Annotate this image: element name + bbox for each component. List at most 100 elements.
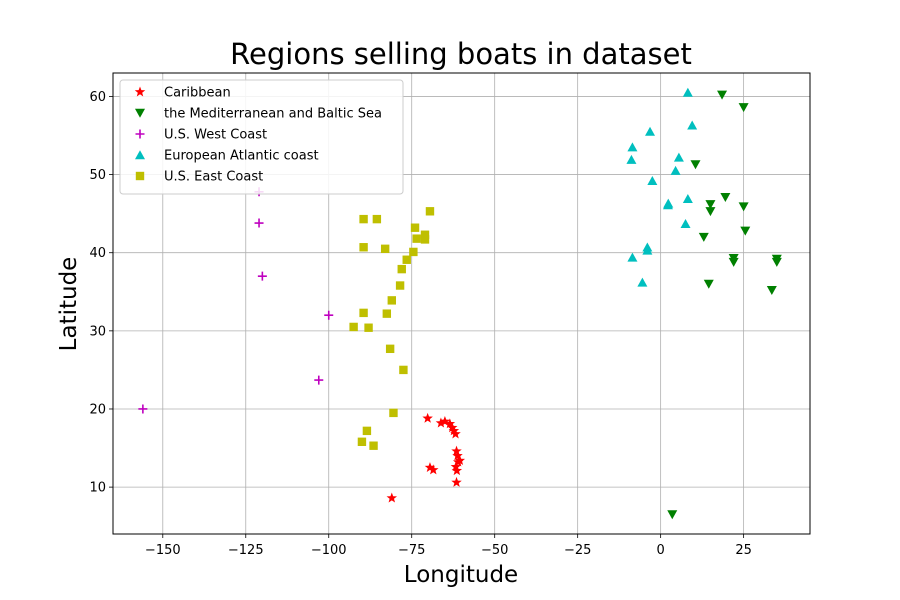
data-points [138, 87, 782, 520]
data-point [428, 464, 439, 475]
data-point [395, 281, 405, 290]
data-point [451, 445, 462, 456]
legend-marker [135, 129, 145, 139]
data-point [690, 160, 701, 170]
series-group [667, 90, 782, 520]
data-point [670, 165, 681, 175]
data-point [626, 154, 637, 164]
data-point [402, 255, 411, 264]
legend-label: U.S. East Coast [164, 170, 263, 185]
y-tick-label: 20 [89, 402, 106, 417]
data-point [738, 103, 749, 113]
data-point [680, 219, 691, 229]
data-point [720, 193, 731, 203]
data-point [705, 200, 716, 210]
data-point [439, 415, 451, 426]
x-tick-label: −75 [398, 543, 425, 558]
data-point [420, 235, 430, 244]
series-group [626, 87, 698, 287]
data-point [389, 408, 398, 418]
legend-marker [135, 108, 145, 118]
data-point [369, 441, 378, 450]
data-point [682, 193, 693, 203]
axis-ticks: −150 −125 −100 −75 −50 −25 0 25 10 20 30 40 50 60 [89, 90, 751, 558]
data-point [451, 465, 463, 476]
data-point [627, 252, 638, 262]
data-point [647, 176, 658, 186]
data-point [397, 264, 406, 274]
y-tick-label: 10 [89, 481, 106, 496]
data-point [771, 257, 782, 267]
x-tick-label: 25 [735, 543, 752, 558]
chart-title: Regions selling boats in dataset [230, 37, 692, 71]
plot-area-frame [112, 72, 811, 535]
data-point [357, 437, 367, 446]
data-point [420, 230, 430, 239]
data-point [637, 277, 648, 287]
data-point [667, 510, 678, 520]
data-point [364, 323, 373, 332]
legend-label: European Atlantic coast [164, 149, 319, 164]
data-point [359, 214, 368, 224]
series-group [386, 412, 466, 503]
data-point [452, 450, 463, 461]
data-point [422, 412, 433, 423]
data-point [435, 417, 447, 428]
data-point [254, 218, 264, 228]
y-tick-label: 60 [89, 90, 106, 105]
data-point [451, 476, 462, 487]
y-tick-label: 40 [89, 246, 106, 261]
y-axis-label: Latitude [56, 257, 82, 352]
y-tick-label: 50 [89, 168, 106, 183]
data-point [380, 244, 390, 254]
x-tick-label: −100 [311, 543, 347, 558]
data-point [717, 90, 728, 100]
data-point [359, 243, 368, 252]
data-point [682, 87, 693, 97]
data-point [385, 344, 395, 354]
data-point [645, 126, 656, 136]
data-point [425, 207, 435, 216]
data-point [138, 404, 148, 414]
data-point [324, 310, 334, 320]
data-point [257, 271, 267, 281]
data-point [386, 492, 398, 503]
data-point [382, 309, 392, 318]
data-point [662, 200, 673, 210]
data-point [450, 461, 462, 472]
data-point [446, 422, 458, 433]
data-point [454, 455, 466, 465]
x-tick-label: −125 [228, 543, 264, 558]
data-point [399, 365, 408, 375]
data-point [409, 247, 418, 257]
data-point [740, 226, 751, 236]
data-point [450, 428, 461, 439]
data-point [687, 120, 698, 130]
data-point [372, 214, 382, 224]
data-point [703, 279, 714, 289]
legend-box [119, 79, 404, 195]
x-tick-label: −150 [145, 543, 181, 558]
data-point [444, 418, 456, 429]
legend-label: the Mediterranean and Baltic Sea [164, 107, 382, 122]
data-point [728, 257, 739, 267]
legend-marker [135, 171, 145, 181]
data-point [314, 375, 324, 385]
data-point [362, 426, 372, 436]
data-point [705, 207, 716, 217]
data-point [349, 322, 358, 332]
data-point [698, 232, 709, 242]
series-group [349, 207, 435, 450]
y-tick-label: 30 [89, 324, 106, 339]
legend-label: Caribbean [164, 86, 231, 101]
data-point [738, 202, 749, 212]
data-point [766, 286, 777, 296]
data-point [410, 223, 420, 232]
legend: Caribbean the Mediterranean and Baltic Se… [119, 79, 404, 195]
x-tick-label: −50 [481, 543, 508, 558]
data-point [424, 462, 436, 473]
legend-label: U.S. West Coast [164, 128, 267, 143]
legend-marker [134, 86, 146, 97]
legend-marker [135, 150, 145, 160]
